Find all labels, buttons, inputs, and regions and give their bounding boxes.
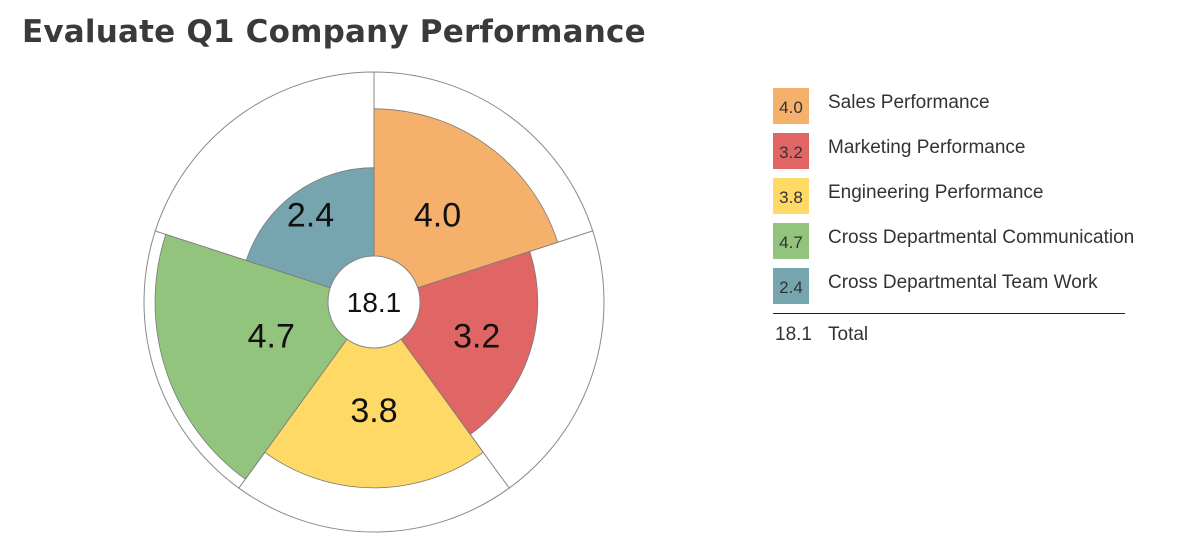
- legend-item: 4.0 Sales Performance: [773, 88, 1128, 133]
- value-label-teamwork: 2.4: [287, 197, 334, 235]
- value-label-marketing: 3.2: [453, 317, 500, 355]
- value-label-engineering: 3.8: [350, 392, 397, 430]
- legend-swatch-communication: 4.7: [773, 223, 809, 259]
- polar-chart: 18.1 4.0 3.2 3.8 4.7 2.4: [143, 71, 605, 533]
- value-label-communication: 4.7: [248, 317, 295, 355]
- legend-swatch-marketing: 3.2: [773, 133, 809, 169]
- legend-swatch-sales: 4.0: [773, 88, 809, 124]
- legend: 4.0 Sales Performance 3.2 Marketing Perf…: [773, 88, 1134, 354]
- chart-title: Evaluate Q1 Company Performance: [22, 14, 646, 50]
- legend-swatch-teamwork: 2.4: [773, 268, 809, 304]
- center-total-label: 18.1: [347, 287, 402, 318]
- legend-item: 3.8 Engineering Performance: [773, 178, 1128, 223]
- legend-label-marketing: Marketing Performance: [828, 137, 1026, 158]
- center-circle: [327, 255, 421, 349]
- legend-divider: [773, 313, 1125, 314]
- legend-item: 4.7 Cross Departmental Communication: [773, 223, 1134, 268]
- legend-label-sales: Sales Performance: [828, 92, 990, 113]
- legend-total: 18.1 Total: [773, 322, 1128, 354]
- legend-swatch-engineering: 3.8: [773, 178, 809, 214]
- legend-total-label: Total: [828, 324, 869, 345]
- legend-total-value: 18.1: [775, 324, 812, 345]
- legend-item: 3.2 Marketing Performance: [773, 133, 1128, 178]
- legend-label-engineering: Engineering Performance: [828, 182, 1044, 203]
- legend-item: 2.4 Cross Departmental Team Work: [773, 268, 1128, 313]
- legend-label-communication: Cross Departmental Communication: [828, 227, 1135, 248]
- value-label-sales: 4.0: [414, 197, 461, 235]
- legend-label-teamwork: Cross Departmental Team Work: [828, 272, 1098, 293]
